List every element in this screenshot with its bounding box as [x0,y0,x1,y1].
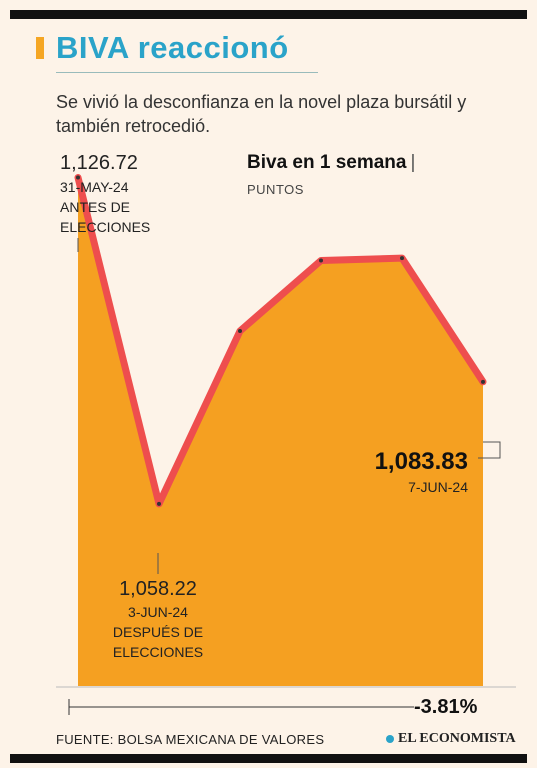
bottom-border [10,754,527,763]
data-point-5-JUN-24 [319,258,323,263]
title-accent-bar [36,37,44,59]
end-value-label: 1,083.83 [374,448,468,475]
start-note-line2: ELECCIONES [60,219,151,235]
brand-name: EL ECONOMISTA [398,731,516,746]
low-note-line2: ELECCIONES [112,644,204,660]
page-title: BIVA reaccionó [56,30,289,65]
top-border [10,10,527,19]
data-point-6-JUN-24 [400,256,404,261]
chart-title-text: Biva en 1 semana [247,152,407,173]
start-note-line1: ANTES DE [60,199,131,215]
end-date-label: 7-JUN-24 [408,479,468,495]
low-date-label: 3-JUN-24 [128,604,188,620]
low-note-line1: DESPUÉS DE [112,624,204,640]
chart-area [78,177,483,686]
data-point-31-MAY-24 [76,175,80,180]
chart-unit: PUNTOS [247,182,304,197]
chart-line [74,174,487,508]
brand-dot-icon [386,734,394,743]
chart-title: Biva en 1 semana | [247,152,415,174]
end-leader [478,441,501,459]
change-percent: -3.81% [414,696,478,718]
data-point-4-JUN-24 [238,328,242,333]
source-note: FUENTE: BOLSA MEXICANA DE VALORES [56,732,325,747]
low-value-label: 1,058.22 [119,578,197,600]
chart-title-separator: | [410,152,416,173]
start-date-label: 31-MAY-24 [60,179,129,195]
page-subtitle: Se vivió la desconfianza en la novel pla… [56,92,467,136]
data-point-3-JUN-24 [157,501,161,506]
brand-logo: EL ECONOMISTA [386,731,516,747]
start-value-label: 1,126.72 [60,152,138,174]
title-underline [56,72,318,73]
data-point-7-JUN-24 [481,379,485,384]
